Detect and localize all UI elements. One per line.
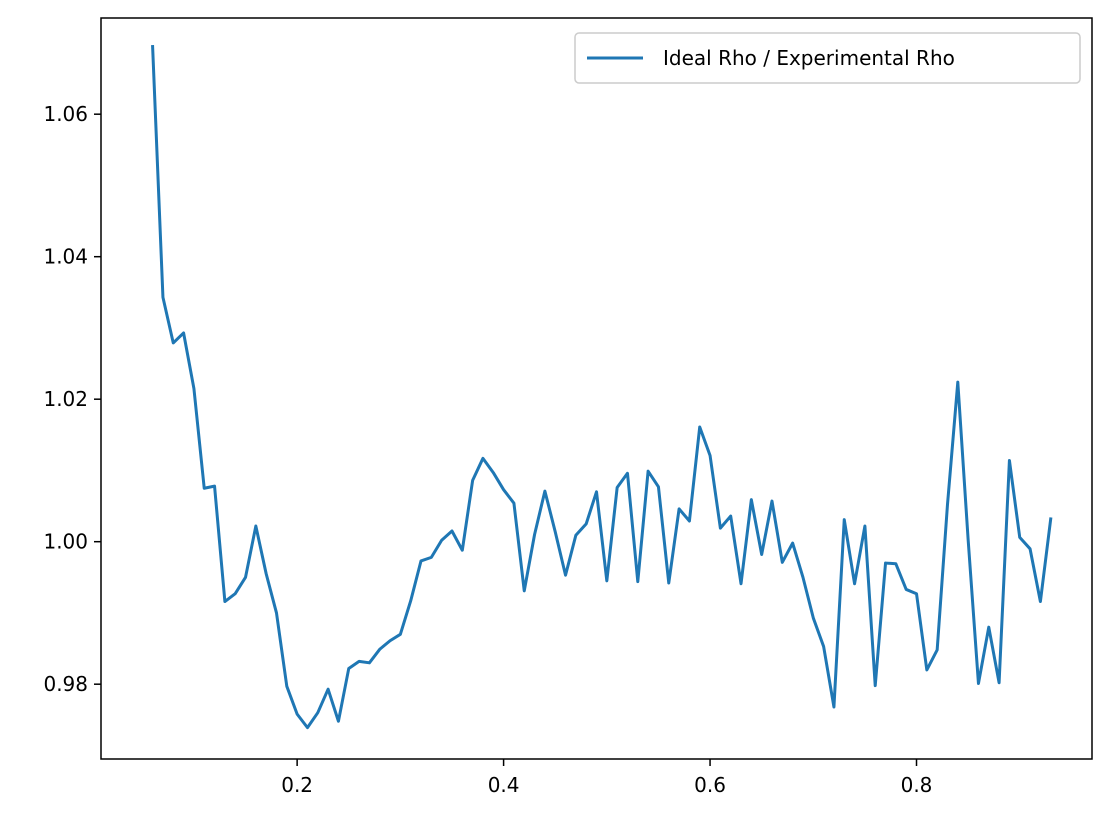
legend: Ideal Rho / Experimental Rho [574, 32, 1081, 84]
legend-box [574, 32, 1081, 84]
y-tick-label: 1.04 [43, 245, 88, 269]
plot-area-frame [100, 17, 1093, 760]
series-layer [151, 44, 1053, 730]
x-axis: 0.2 0.4 0.6 0.8 [281, 759, 932, 797]
y-tick-label: 1.00 [43, 530, 88, 554]
series-line-0 [151, 44, 1053, 730]
x-tick-label: 0.6 [694, 773, 726, 797]
x-tick-label: 0.8 [901, 773, 933, 797]
y-axis: 0.98 1.00 1.02 1.04 1.06 [43, 102, 101, 696]
x-tick-label: 0.4 [488, 773, 520, 797]
y-tick-label: 1.02 [43, 387, 88, 411]
legend-label: Ideal Rho / Experimental Rho [663, 46, 955, 70]
y-tick-label: 0.98 [43, 672, 88, 696]
y-tick-label: 1.06 [43, 102, 88, 126]
x-tick-label: 0.2 [281, 773, 313, 797]
